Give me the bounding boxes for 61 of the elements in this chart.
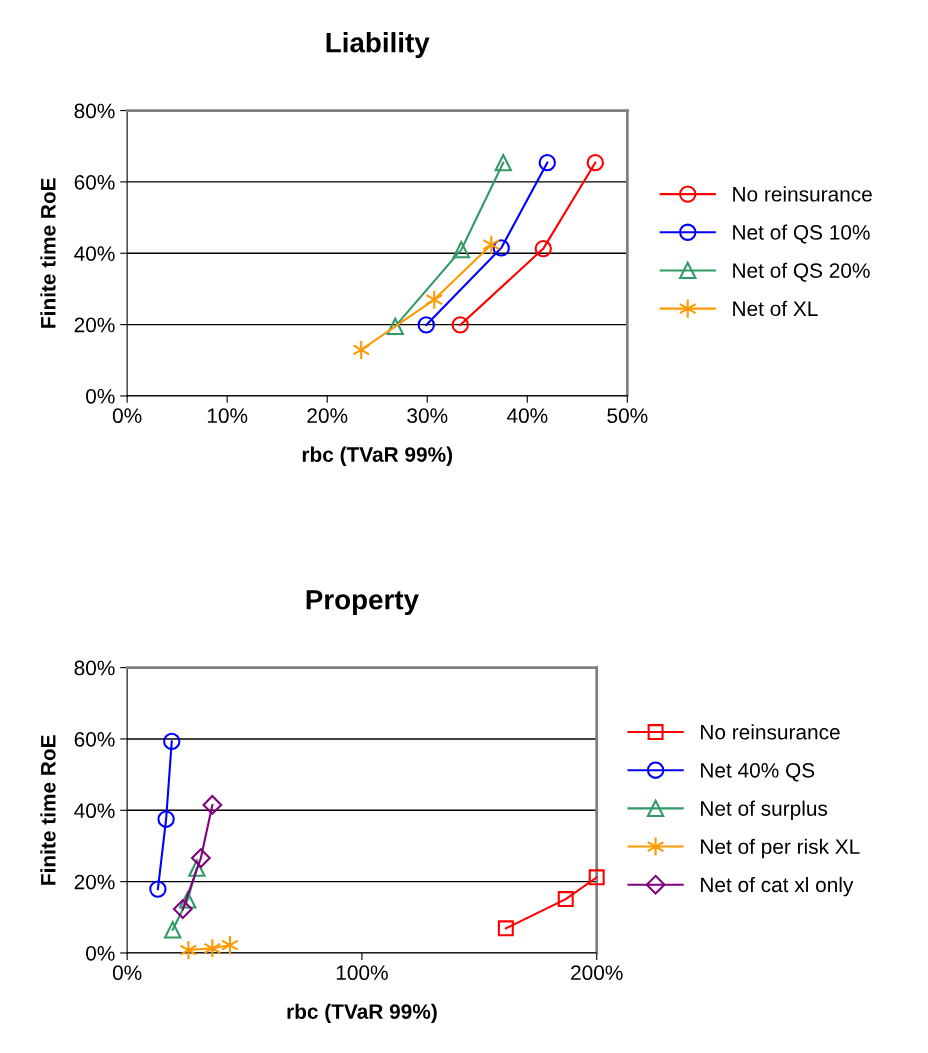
point (452, 241, 470, 259)
chart-title: Liability (326, 32, 430, 58)
point (157, 810, 175, 828)
point (352, 339, 371, 360)
y-tick-label: 40% (74, 803, 115, 819)
x-tick-label: 30% (407, 408, 448, 424)
legend-label: Net of surplus (701, 800, 828, 820)
legend-label: Net of QS 10% (733, 224, 870, 244)
x-axis-title: rbc (TVaR 99%) (287, 1003, 437, 1024)
legend-label: No reinsurance (733, 186, 872, 202)
point (190, 848, 211, 868)
x-tick-label: 20% (307, 408, 348, 424)
x-tick-label: 200% (571, 965, 623, 981)
y-axis-title: Finite time RoE (40, 735, 56, 885)
point (557, 891, 574, 908)
legend-label: No reinsurance (701, 724, 840, 740)
point (179, 940, 198, 961)
point (149, 880, 167, 898)
legend-label: Net of XL (733, 300, 818, 317)
point (425, 289, 444, 310)
point (172, 899, 193, 919)
y-tick-label: 60% (74, 174, 115, 190)
legend-label: Net of cat xl only (701, 876, 854, 897)
point (179, 891, 197, 909)
point (221, 935, 239, 956)
point (588, 869, 605, 886)
x-tick-label: 0% (112, 408, 142, 424)
point (494, 153, 512, 172)
point (497, 920, 514, 937)
point (482, 234, 501, 255)
y-tick-label: 60% (74, 731, 115, 747)
point (386, 317, 404, 336)
legend-label: Net of QS 20% (733, 262, 870, 282)
y-tick-label: 40% (74, 246, 115, 261)
y-tick-label: 0% (86, 388, 115, 404)
y-tick-label: 80% (74, 103, 115, 119)
y-tick-label: 20% (74, 317, 115, 333)
point (492, 239, 510, 257)
point (538, 153, 556, 172)
point (534, 239, 552, 258)
y-tick-label: 0% (86, 945, 115, 961)
chart-title: Property (306, 590, 419, 616)
point (451, 316, 469, 334)
x-tick-label: 10% (207, 408, 248, 424)
x-tick-label: 0% (112, 965, 142, 981)
point (202, 795, 223, 815)
y-tick-label: 80% (74, 660, 115, 676)
x-tick-label: 50% (607, 408, 648, 424)
x-tick-label: 40% (506, 408, 548, 424)
point (163, 732, 181, 751)
point (586, 153, 604, 172)
legend-label: Net 40% QS (701, 762, 815, 782)
x-tick-label: 100% (336, 965, 388, 981)
point (164, 921, 182, 939)
y-axis-title: Finite time RoE (40, 178, 56, 328)
legend-label: Net of per risk XL (701, 838, 860, 859)
x-axis-title: rbc (TVaR 99%) (302, 446, 453, 467)
point (417, 316, 435, 334)
point (188, 859, 206, 877)
point (203, 938, 222, 959)
y-tick-label: 20% (74, 874, 115, 890)
